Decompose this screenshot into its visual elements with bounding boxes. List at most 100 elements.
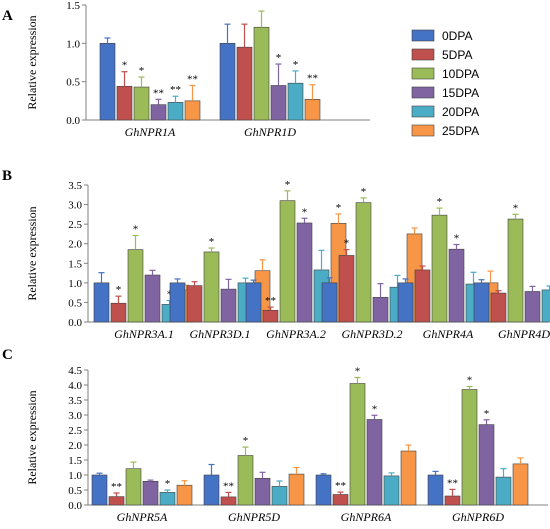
- bar: [414, 269, 431, 323]
- y-tick-label: 4.0: [68, 380, 82, 392]
- bar: [524, 291, 541, 323]
- bar: [427, 474, 444, 506]
- legend-swatch: [411, 105, 435, 118]
- bar: [279, 200, 296, 323]
- category-label: GhNPR5A: [117, 510, 168, 524]
- bar: [176, 484, 193, 506]
- bar: [167, 102, 184, 121]
- bar: [220, 496, 237, 506]
- y-tick-label: 4.5: [68, 365, 82, 377]
- significance-mark: *: [467, 375, 473, 387]
- bar: [495, 476, 512, 506]
- significance-mark: **: [223, 480, 234, 492]
- y-axis-label: Relative expression: [25, 390, 39, 484]
- significance-mark: *: [165, 478, 171, 490]
- significance-mark: *: [209, 236, 215, 248]
- category-label: GhNPR6A: [341, 510, 392, 524]
- y-tick-label: 2.5: [68, 219, 82, 231]
- bar: [159, 492, 176, 506]
- y-tick-label: 0.0: [68, 317, 82, 329]
- bar: [332, 494, 349, 506]
- bar: [219, 43, 236, 121]
- significance-mark: **: [447, 477, 458, 489]
- significance-mark: *: [293, 59, 299, 71]
- bar: [127, 249, 144, 323]
- bar: [400, 450, 417, 506]
- significance-mark: **: [307, 73, 318, 85]
- significance-mark: **: [335, 480, 346, 492]
- bar: [397, 282, 414, 323]
- bar: [383, 475, 400, 506]
- bar: [490, 292, 507, 323]
- legend-label: 15DPA: [442, 86, 479, 100]
- legend-label: 5DPA: [442, 48, 472, 62]
- category-label: GhNPR3A.2: [266, 327, 326, 341]
- significance-mark: *: [344, 238, 350, 250]
- significance-mark: **: [111, 481, 122, 493]
- bar: [254, 477, 271, 506]
- bar: [270, 85, 287, 121]
- legend-swatch: [411, 86, 435, 99]
- bar: [203, 251, 220, 323]
- y-tick-label: 0.0: [66, 115, 80, 127]
- panel-label: B: [2, 168, 12, 184]
- significance-mark: *: [437, 196, 443, 208]
- y-tick-label: 1.5: [66, 0, 80, 12]
- bar: [444, 495, 461, 506]
- y-tick-label: 3.0: [68, 200, 82, 212]
- bar: [512, 463, 529, 506]
- bar: [448, 248, 465, 323]
- y-tick-label: 3.5: [68, 395, 82, 407]
- significance-mark: *: [355, 366, 361, 378]
- y-axis-label: Relative expression: [25, 15, 39, 109]
- y-tick-label: 1.0: [68, 470, 82, 482]
- y-tick-label: 1.5: [68, 455, 82, 467]
- legend-label: 10DPA: [442, 67, 479, 81]
- bar: [253, 26, 270, 121]
- bar: [478, 424, 495, 506]
- y-tick-label: 1.5: [68, 258, 82, 270]
- bar: [203, 474, 220, 506]
- significance-mark: *: [454, 232, 460, 244]
- legend-swatch: [411, 48, 435, 61]
- category-label: GhNPR4D: [498, 327, 550, 341]
- bar: [169, 282, 186, 323]
- bar: [366, 419, 383, 506]
- bar: [184, 100, 201, 121]
- bar: [271, 486, 288, 506]
- bar: [355, 202, 372, 323]
- y-tick-label: 1.0: [66, 38, 80, 50]
- category-label: GhNPR3D.2: [342, 327, 403, 341]
- category-label: GhNPR1A: [125, 125, 176, 139]
- significance-mark: *: [302, 206, 308, 218]
- bar: [304, 99, 321, 121]
- bar: [321, 282, 338, 323]
- bar: [287, 82, 304, 121]
- significance-mark: *: [285, 179, 291, 191]
- y-tick-label: 3.0: [68, 410, 82, 422]
- significance-mark: **: [153, 87, 164, 99]
- y-tick-label: 0.5: [66, 77, 80, 89]
- legend-swatch: [411, 67, 435, 80]
- bar: [91, 474, 108, 506]
- significance-mark: *: [139, 65, 145, 77]
- bar: [507, 218, 524, 323]
- significance-mark: *: [122, 60, 128, 72]
- bar: [99, 43, 116, 121]
- y-axis-label: Relative expression: [25, 206, 39, 300]
- bar: [142, 480, 159, 506]
- bar: [349, 383, 366, 506]
- bar: [186, 285, 203, 323]
- significance-mark: *: [372, 403, 378, 415]
- y-tick-label: 2.0: [68, 440, 82, 452]
- significance-mark: *: [116, 284, 122, 296]
- significance-mark: **: [187, 74, 198, 86]
- y-tick-label: 2.0: [68, 239, 82, 251]
- panel-label: C: [2, 347, 13, 363]
- bar: [473, 282, 490, 323]
- bar: [220, 288, 237, 323]
- significance-mark: **: [170, 84, 181, 96]
- y-tick-label: 2.5: [68, 425, 82, 437]
- category-label: GhNPR4A: [423, 327, 474, 341]
